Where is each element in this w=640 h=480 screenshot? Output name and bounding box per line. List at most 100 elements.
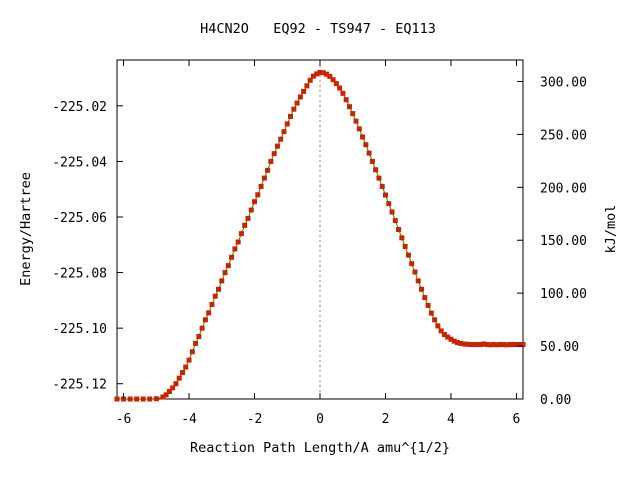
data-point: [435, 323, 441, 329]
data-point: [258, 183, 264, 189]
data-point: [320, 70, 326, 76]
y2-tick-label: 0.00: [540, 393, 571, 408]
data-point: [327, 73, 333, 79]
data-point: [517, 342, 523, 348]
data-point: [396, 227, 402, 232]
data-point: [491, 342, 497, 348]
data-point: [441, 332, 447, 338]
data-point: [268, 158, 274, 164]
data-point: [451, 338, 457, 344]
x-tick-label: 0: [316, 412, 324, 427]
data-point: [507, 342, 513, 348]
data-point: [422, 295, 428, 301]
data-point: [310, 73, 316, 79]
data-point: [183, 364, 189, 370]
data-point: [425, 302, 431, 308]
data-point: [445, 334, 451, 340]
data-point: [196, 333, 202, 339]
data-point: [284, 121, 290, 127]
data-point: [386, 201, 392, 207]
data-point: [484, 342, 490, 348]
data-point: [419, 286, 424, 292]
data-point: [379, 183, 385, 189]
data-point: [206, 310, 212, 316]
y-axis-right: 0.00 50.00 100.00 150.00 200.00 250.00 300.00: [517, 75, 587, 408]
data-point: [163, 392, 169, 398]
data-point: [340, 90, 346, 96]
y-axis-left: -225.12 -225.10 -225.08 -225.06 -225.04 -225.…: [52, 100, 123, 393]
data-point: [294, 100, 300, 106]
data-point: [497, 342, 503, 348]
data-point: [147, 396, 153, 402]
y2-axis-title: kJ/mol: [603, 205, 619, 254]
y2-tick-label: 150.00: [540, 234, 587, 249]
y-tick-label: -225.02: [52, 100, 107, 115]
data-point: [252, 199, 258, 205]
x-tick-label: 2: [382, 412, 390, 427]
data-point: [216, 286, 221, 292]
data-point: [301, 88, 307, 94]
data-point: [389, 209, 395, 215]
data-point: [288, 113, 294, 119]
data-point: [297, 94, 303, 100]
data-point: [520, 342, 526, 348]
data-point: [134, 396, 140, 402]
data-point: [477, 342, 483, 348]
data-point: [140, 396, 146, 402]
y2-tick-label: 300.00: [540, 75, 587, 90]
y-tick-label: -225.12: [52, 378, 107, 393]
data-point: [173, 381, 179, 387]
data-point: [481, 341, 487, 347]
data-point: [382, 192, 388, 198]
data-point: [291, 106, 297, 112]
data-point: [356, 126, 362, 132]
data-point: [193, 340, 199, 346]
chart-title: H4CN2O EQ92 - TS947 - EQ113: [200, 21, 436, 37]
data-point: [432, 317, 438, 323]
data-point: [314, 71, 320, 77]
data-point: [114, 396, 120, 402]
x-axis: -6 -4 -2 0 2 4 6: [116, 60, 520, 427]
data-point: [245, 215, 251, 221]
data-point: [189, 349, 195, 355]
y2-tick-label: 200.00: [540, 181, 587, 196]
data-point: [428, 310, 434, 316]
data-point: [350, 111, 356, 117]
data-point: [222, 270, 228, 276]
data-point: [255, 192, 261, 198]
data-point: [513, 342, 519, 348]
data-point: [212, 293, 218, 299]
data-point: [186, 357, 192, 363]
x-tick-label: -6: [116, 412, 132, 427]
y2-tick-label: 250.00: [540, 128, 587, 143]
data-point: [242, 222, 248, 228]
data-point: [278, 136, 284, 142]
data-point: [209, 302, 215, 308]
x-axis-title: Reaction Path Length/A amu^{1/2}: [190, 440, 450, 456]
data-point: [225, 263, 231, 269]
data-point: [392, 218, 398, 224]
data-point: [337, 85, 343, 91]
data-point: [346, 104, 352, 110]
data-point: [471, 342, 477, 348]
data-point: [353, 118, 359, 124]
data-point: [324, 71, 330, 77]
y2-tick-label: 100.00: [540, 287, 587, 302]
data-point: [271, 151, 277, 157]
data-point: [330, 77, 336, 83]
data-point: [402, 243, 408, 249]
data-point: [170, 385, 176, 391]
data-point: [333, 81, 339, 87]
data-point: [307, 77, 313, 83]
y-tick-label: -225.04: [52, 155, 107, 170]
data-point: [405, 252, 411, 258]
data-point: [458, 340, 464, 346]
x-tick-label: -4: [181, 412, 197, 427]
data-point: [399, 235, 405, 241]
data-point: [238, 231, 244, 237]
data-point: [412, 269, 418, 275]
data-point: [317, 70, 323, 75]
data-point: [363, 142, 369, 148]
data-point: [229, 254, 235, 260]
